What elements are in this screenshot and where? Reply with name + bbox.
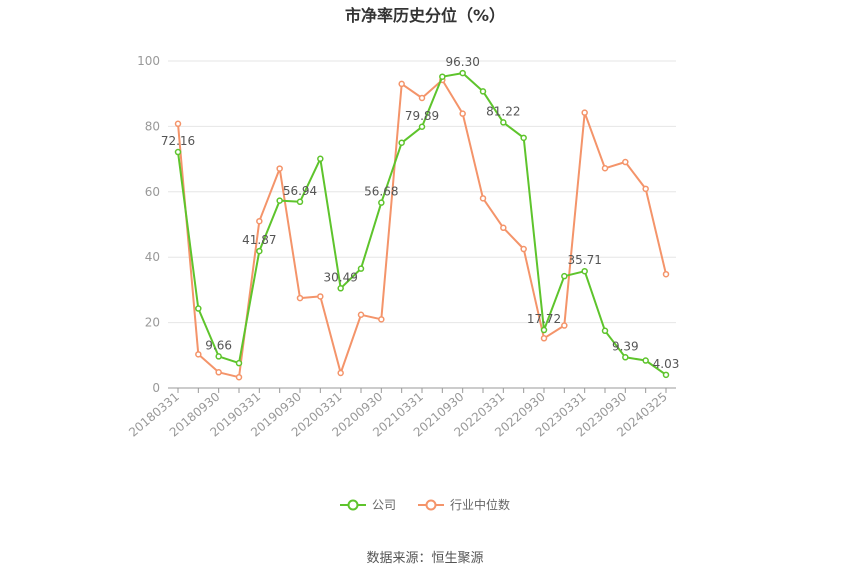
data-labels: 72.16 9.66 41.87 56.94 30.49 56.68 79.89 96.30 8… — [161, 55, 680, 371]
series-lines — [174, 69, 670, 381]
data-point — [317, 155, 324, 163]
data-point — [296, 294, 304, 302]
y-tick-label: 40 — [145, 250, 160, 264]
data-point — [662, 270, 670, 278]
data-point — [459, 110, 466, 117]
legend-company-label: 公司 — [371, 498, 396, 512]
data-point — [662, 371, 670, 379]
data-point — [601, 327, 609, 335]
data-point — [622, 354, 629, 361]
data-label: 17.72 — [527, 312, 561, 326]
data-point — [479, 195, 487, 202]
data-point — [520, 245, 527, 253]
data-point — [256, 217, 263, 225]
data-point — [215, 369, 222, 376]
data-label: 9.66 — [205, 338, 232, 352]
data-point — [642, 357, 649, 364]
data-point — [418, 123, 426, 131]
data-source-note: 数据来源：恒生聚源 — [366, 551, 484, 566]
data-point — [378, 316, 385, 323]
data-label: 81.22 — [486, 104, 520, 118]
data-point — [459, 69, 466, 77]
data-label: 96.30 — [445, 55, 479, 69]
legend: 公司 行业中位数 — [0, 496, 850, 513]
legend-item-company[interactable]: 公司 — [339, 496, 396, 513]
data-point — [357, 311, 365, 319]
data-point — [439, 73, 446, 80]
data-label: 79.89 — [405, 109, 439, 123]
data-point — [398, 139, 405, 146]
data-label: 56.94 — [283, 184, 317, 198]
data-point — [398, 80, 405, 88]
chart-title: 市净率历史分位（%） — [344, 6, 506, 25]
data-point — [174, 148, 182, 156]
data-point — [540, 335, 548, 342]
y-tick-label: 100 — [137, 54, 160, 68]
data-point — [642, 185, 649, 193]
data-point — [561, 322, 568, 329]
data-label: 30.49 — [323, 270, 357, 284]
legend-industry-marker-icon — [418, 499, 444, 510]
data-point — [581, 109, 588, 116]
data-point — [174, 120, 182, 128]
data-point — [581, 267, 588, 275]
data-point — [337, 369, 344, 377]
data-point — [337, 285, 344, 292]
data-label: 9.39 — [612, 339, 639, 353]
data-label: 56.68 — [364, 185, 398, 199]
axes: 0204060801002018033120180930201903312019… — [126, 54, 676, 440]
y-tick-label: 80 — [145, 119, 160, 133]
data-point — [520, 134, 527, 142]
data-point — [357, 265, 365, 272]
data-point — [215, 353, 222, 360]
data-point — [195, 351, 202, 358]
legend-company-marker-icon — [339, 499, 366, 510]
data-label: 4.03 — [653, 357, 680, 371]
data-point — [500, 224, 507, 232]
data-point — [540, 326, 548, 334]
data-point — [276, 197, 283, 204]
legend-item-industry-median[interactable]: 行业中位数 — [418, 496, 510, 513]
data-point — [276, 165, 283, 172]
legend-industry-label: 行业中位数 — [450, 498, 511, 512]
data-label: 35.71 — [567, 253, 601, 267]
data-point — [235, 373, 243, 381]
data-label: 41.87 — [242, 233, 276, 247]
data-point — [195, 305, 202, 312]
data-point — [601, 165, 609, 172]
y-tick-label: 60 — [145, 185, 160, 199]
data-label: 72.16 — [161, 134, 195, 148]
data-point — [418, 94, 426, 102]
data-point — [256, 247, 263, 255]
y-tick-label: 20 — [145, 316, 160, 330]
data-point — [235, 359, 243, 367]
data-point — [378, 199, 385, 206]
y-tick-label: 0 — [152, 381, 160, 395]
data-point — [296, 198, 304, 206]
data-point — [479, 88, 487, 95]
data-point — [561, 272, 568, 280]
data-point — [622, 158, 629, 166]
data-point — [317, 293, 324, 300]
data-point — [500, 119, 507, 126]
